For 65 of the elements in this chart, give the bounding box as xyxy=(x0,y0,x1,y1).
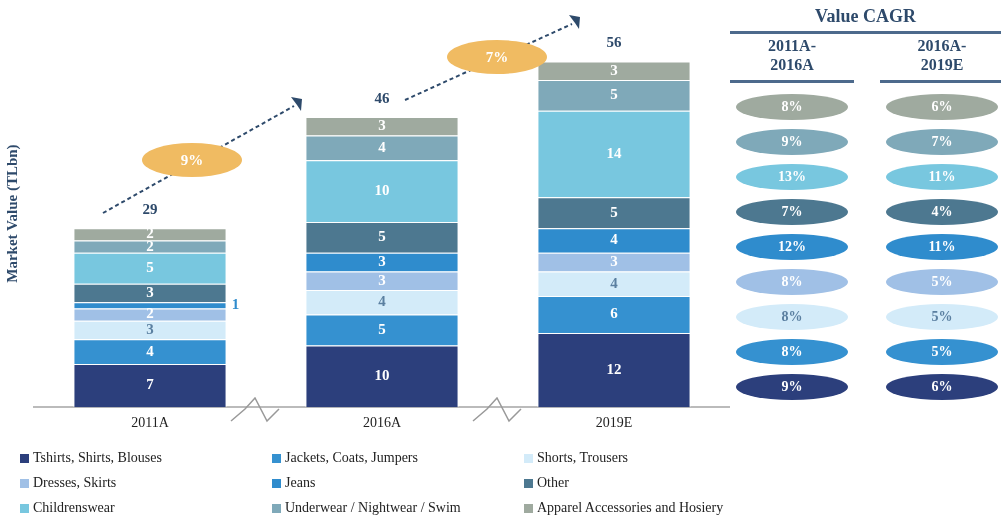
data-label: 5% xyxy=(886,269,998,295)
data-label: 8% xyxy=(736,269,848,295)
legend-label: Dresses, Skirts xyxy=(33,475,117,491)
data-label: 12 xyxy=(606,361,622,378)
data-label: 5 xyxy=(146,259,154,276)
data-label: 5% xyxy=(886,304,998,330)
legend-label: Jackets, Coats, Jumpers xyxy=(285,450,418,466)
data-label: 2 xyxy=(146,237,154,254)
data-label: 14 xyxy=(606,144,622,161)
data-label: 7% xyxy=(886,129,998,155)
annotation: 9% xyxy=(180,151,204,169)
data-label: 4 xyxy=(146,342,155,359)
data-label: 5 xyxy=(378,228,386,245)
data-label: 5 xyxy=(610,86,618,103)
data-label: 10 xyxy=(374,182,390,198)
data-label: 7% xyxy=(736,199,848,225)
data-label: 8% xyxy=(736,339,848,365)
total-label: 46 xyxy=(374,89,390,106)
annotation: 7% xyxy=(485,48,509,66)
data-label: 6% xyxy=(886,94,998,120)
x-tick-label: 2016A xyxy=(362,415,402,431)
total-label: 56 xyxy=(606,34,622,51)
data-label: 13% xyxy=(736,164,848,190)
data-label: 9% xyxy=(736,129,848,155)
data-label: 3 xyxy=(378,271,386,288)
data-label: 8% xyxy=(736,94,848,120)
data-label: 4 xyxy=(378,138,387,155)
data-label: 5 xyxy=(378,320,386,337)
category-label: 2016A-2019E xyxy=(916,36,968,74)
data-label: 6% xyxy=(886,374,998,400)
data-label: 5 xyxy=(610,203,618,220)
data-label: 2 xyxy=(146,305,154,322)
text: Value CAGR xyxy=(814,6,917,27)
legend-label: Other xyxy=(537,475,569,491)
legend-label: Shorts, Trousers xyxy=(537,450,629,466)
data-label: 3 xyxy=(146,320,154,337)
data-label: 3 xyxy=(610,61,618,78)
data-label: 3 xyxy=(610,253,618,269)
x-tick-label: 2011A xyxy=(131,415,170,431)
legend-label: Apparel Accessories and Hosiery xyxy=(537,500,724,516)
legend-label: Childrenswear xyxy=(33,500,115,516)
data-label: 4 xyxy=(610,231,619,248)
data-label: 7 xyxy=(146,376,155,393)
data-label: 4 xyxy=(610,274,619,291)
y-axis-title: Market Value (TLbn) xyxy=(3,144,21,283)
data-label: 11% xyxy=(886,164,998,190)
data-label: 4 xyxy=(378,293,387,310)
data-label: 1 xyxy=(231,296,240,313)
data-label: 11% xyxy=(886,234,998,260)
data-label: 12% xyxy=(736,234,848,260)
x-tick-label: 2019E xyxy=(595,415,633,431)
data-label: 4% xyxy=(886,199,998,225)
data-label: 10 xyxy=(374,367,390,384)
data-label: 9% xyxy=(736,374,848,400)
total-label: 29 xyxy=(142,201,158,218)
data-label: 3 xyxy=(146,283,154,300)
data-label: 3 xyxy=(378,117,386,134)
legend-label: Jeans xyxy=(285,475,316,491)
legend-label: Tshirts, Shirts, Blouses xyxy=(33,450,162,466)
data-label: 5% xyxy=(886,339,998,365)
legend-label: Underwear / Nightwear / Swim xyxy=(285,500,461,516)
data-label: 3 xyxy=(378,253,386,269)
category-label: 2011A-2016A xyxy=(767,36,817,74)
data-label: 6 xyxy=(610,305,619,322)
data-label: 8% xyxy=(736,304,848,330)
